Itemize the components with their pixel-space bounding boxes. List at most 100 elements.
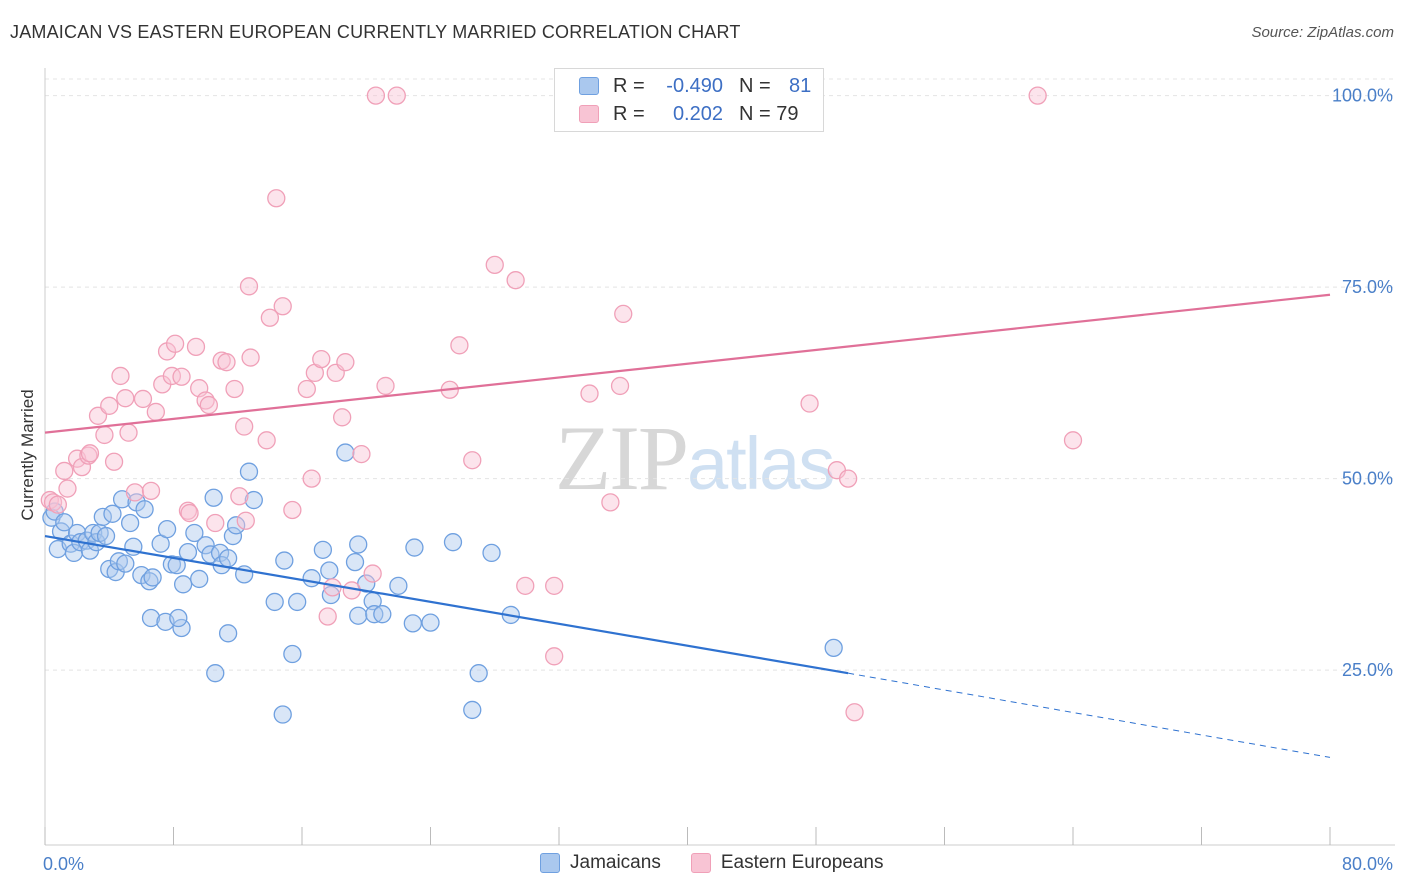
point-jamaicans <box>244 490 263 510</box>
point-eastern-europeans <box>48 495 67 514</box>
point-eastern-europeans <box>283 500 302 520</box>
point-eastern-europeans <box>614 304 633 324</box>
point-jamaicans <box>443 533 463 552</box>
point-eastern-europeans <box>141 481 161 501</box>
point-eastern-europeans <box>230 487 249 506</box>
point-eastern-europeans <box>172 367 191 386</box>
point-eastern-europeans <box>610 376 630 396</box>
point-eastern-europeans <box>336 353 355 372</box>
point-eastern-europeans <box>800 394 819 413</box>
point-jamaicans <box>273 705 292 724</box>
legend-n-label: N = 79 <box>739 102 799 125</box>
point-jamaicans <box>120 513 140 533</box>
point-eastern-europeans <box>545 647 564 666</box>
trend-line-eastern-europeans <box>44 293 1331 434</box>
point-eastern-europeans <box>180 503 199 523</box>
point-eastern-europeans <box>323 578 342 597</box>
trend-line-jamaicans <box>44 534 849 675</box>
point-eastern-europeans <box>1028 86 1047 105</box>
x-tick-label-max: 80.0% <box>1342 854 1393 874</box>
point-eastern-europeans <box>239 277 259 296</box>
point-eastern-europeans <box>302 469 321 488</box>
point-eastern-europeans <box>95 425 114 445</box>
point-eastern-europeans <box>111 366 130 386</box>
point-eastern-europeans <box>162 366 182 386</box>
chart-title: JAMAICAN VS EASTERN EUROPEAN CURRENTLY M… <box>10 22 741 42</box>
point-eastern-europeans <box>225 379 244 399</box>
point-eastern-europeans <box>80 444 100 463</box>
point-eastern-europeans <box>236 511 255 530</box>
point-eastern-europeans <box>257 431 276 450</box>
watermark: ZIPatlas <box>555 405 835 511</box>
trend-line-jamaicans-extension <box>848 672 1331 758</box>
point-jamaicans <box>143 568 162 587</box>
point-eastern-europeans <box>116 389 135 408</box>
watermark-atlas: atlas <box>687 422 835 505</box>
point-jamaicans <box>190 569 209 589</box>
point-eastern-europeans <box>1063 431 1083 450</box>
point-jamaicans <box>169 608 188 628</box>
source-label: Source: ZipAtlas.com <box>1251 24 1394 41</box>
legend-swatch-jamaicans <box>579 77 599 95</box>
point-eastern-europeans <box>506 271 525 290</box>
legend-r-value: -0.490 <box>666 74 723 97</box>
point-eastern-europeans <box>267 189 286 208</box>
point-jamaicans <box>482 543 501 563</box>
point-eastern-europeans <box>186 337 206 356</box>
x-tick-label-min: 0.0% <box>43 854 84 874</box>
point-eastern-europeans <box>363 564 382 583</box>
point-eastern-europeans <box>297 379 316 399</box>
point-jamaicans <box>103 504 122 523</box>
correlation-legend: R = -0.490 N = 81 R = 0.202 N = 79 <box>554 68 824 132</box>
series-legend: Jamaicans Eastern Europeans <box>540 852 914 874</box>
data-points <box>40 86 1083 724</box>
point-jamaicans <box>265 592 284 612</box>
trend-lines <box>44 293 1331 758</box>
point-eastern-europeans <box>485 255 504 275</box>
legend-item-eastern-europeans[interactable]: Eastern Europeans <box>690 852 884 874</box>
point-eastern-europeans <box>312 349 331 369</box>
point-eastern-europeans <box>133 389 153 409</box>
point-jamaicans <box>167 556 186 575</box>
tick-labels: 25.0% 50.0% 75.0% 100.0% 0.0% 80.0% Currently … <box>18 86 1393 874</box>
axes <box>44 68 1395 846</box>
point-jamaicans <box>320 561 339 580</box>
legend-swatch-eastern-europeans <box>690 853 711 873</box>
point-eastern-europeans <box>165 334 185 353</box>
legend-item-jamaicans[interactable]: Jamaicans <box>540 852 661 874</box>
point-jamaicans <box>173 575 193 594</box>
point-eastern-europeans <box>545 576 564 595</box>
point-jamaicans <box>349 606 368 625</box>
point-jamaicans <box>196 536 215 555</box>
legend-r-value: 0.202 <box>672 102 723 125</box>
point-eastern-europeans <box>376 376 395 396</box>
point-jamaicans <box>135 500 154 519</box>
point-jamaicans <box>185 523 204 543</box>
point-eastern-europeans <box>463 451 482 470</box>
point-jamaicans <box>824 638 843 658</box>
point-jamaicans <box>178 542 198 562</box>
legend-r-label: R = <box>613 74 645 97</box>
point-jamaicans <box>239 462 259 481</box>
point-eastern-europeans <box>217 353 236 372</box>
point-jamaicans <box>157 520 177 539</box>
point-eastern-europeans <box>366 86 386 105</box>
point-eastern-europeans <box>146 402 165 422</box>
y-axis-label: Currently Married <box>18 389 37 520</box>
point-jamaicans <box>116 554 135 573</box>
point-eastern-europeans <box>352 444 371 464</box>
legend-r-label: R = <box>613 102 645 125</box>
legend-label-jamaicans: Jamaicans <box>570 852 661 873</box>
point-eastern-europeans <box>58 479 77 498</box>
point-eastern-europeans <box>838 469 858 488</box>
y-tick-label: 75.0% <box>1342 277 1393 297</box>
point-jamaicans <box>389 576 408 595</box>
point-jamaicans <box>403 614 422 633</box>
point-jamaicans <box>345 552 365 572</box>
legend-label-eastern-europeans: Eastern Europeans <box>720 852 884 873</box>
point-jamaicans <box>141 608 161 628</box>
point-jamaicans <box>172 618 191 638</box>
point-jamaicans <box>469 664 488 683</box>
point-jamaicans <box>373 605 392 624</box>
